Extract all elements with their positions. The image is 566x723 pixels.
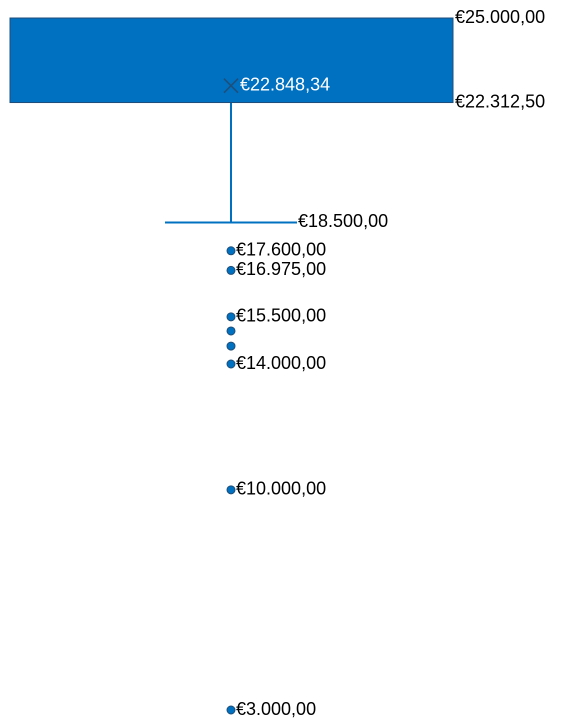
- outlier-label: €10.000,00: [236, 479, 326, 499]
- mean-marker: [223, 78, 239, 94]
- outlier: [226, 246, 236, 256]
- outlier: [226, 359, 236, 369]
- outlier: [226, 312, 236, 322]
- outlier-label: €3.000,00: [236, 699, 316, 719]
- outlier-label: €17.600,00: [236, 240, 326, 260]
- outlier-label: €15.500,00: [236, 306, 326, 326]
- outlier: [226, 326, 236, 336]
- mean-label: €22.848,34: [240, 74, 330, 94]
- outlier-label: €16.975,00: [236, 259, 326, 279]
- outlier: [226, 341, 236, 351]
- outlier: [226, 705, 236, 715]
- whisker-label: €18.500,00: [298, 211, 388, 231]
- q3-label: €25.000,00: [455, 7, 545, 27]
- q1-label: €22.312,50: [455, 91, 545, 111]
- box: [9, 17, 454, 104]
- outlier: [226, 485, 236, 495]
- outlier: [226, 265, 236, 275]
- outlier-label: €14.000,00: [236, 353, 326, 373]
